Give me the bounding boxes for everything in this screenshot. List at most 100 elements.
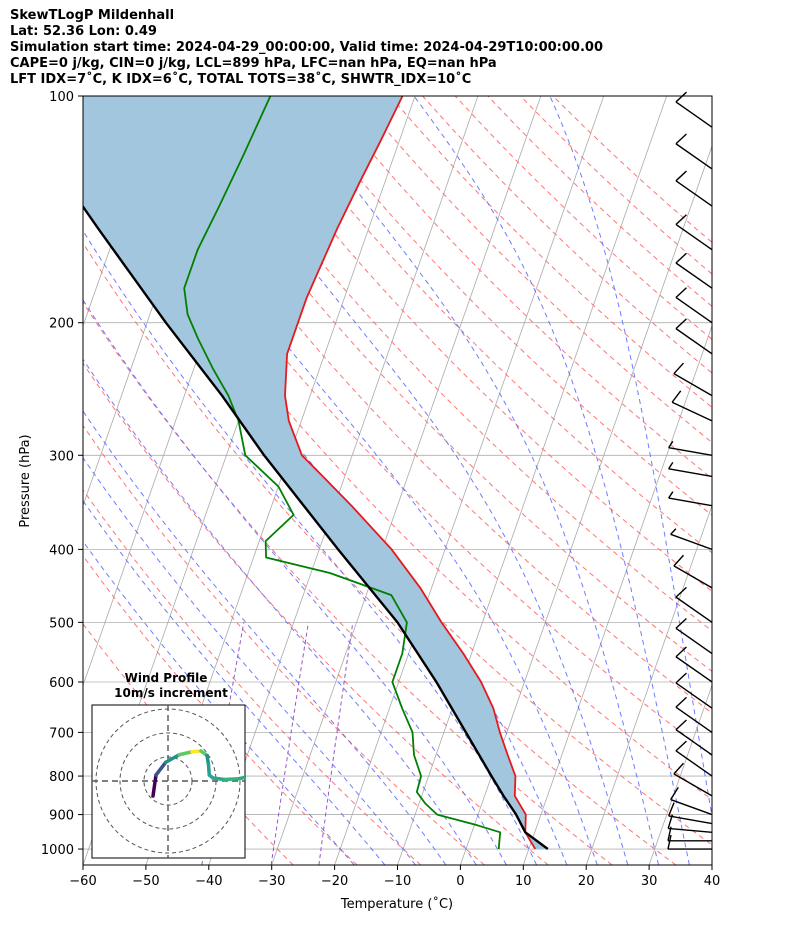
isotherm: [397, 96, 668, 865]
isotherm: [460, 144, 712, 865]
header-text-block: SkewTLogP Mildenhall Lat: 52.36 Lon: 0.4…: [10, 8, 603, 88]
wind-barb: [675, 91, 713, 128]
hodograph-segment: [211, 776, 226, 782]
dry-adiabat: [291, 96, 712, 516]
y-tick-label: 800: [49, 770, 74, 785]
wind-barb: [670, 787, 713, 816]
wind-barb: [668, 802, 713, 825]
wind-barb: [675, 618, 713, 655]
wind-barb: [675, 318, 713, 355]
dry-adiabat: [357, 96, 712, 444]
wind-barb: [673, 554, 713, 589]
moist-adiabat: [83, 540, 355, 865]
x-tick-label: 20: [578, 874, 595, 889]
cape-cin-levels: CAPE=0 j/kg, CIN=0 j/kg, LCL=899 hPa, LF…: [10, 56, 497, 71]
moist-adiabat: [413, 96, 690, 865]
moist-adiabat: [83, 410, 447, 865]
moist-adiabat: [283, 96, 660, 865]
wind-barb: [675, 214, 713, 251]
dewpoint-line: [183, 96, 502, 850]
cin-shading: [83, 96, 548, 849]
wind-barb: [667, 834, 712, 850]
wind-barb: [668, 491, 713, 507]
moist-adiabat: [110, 96, 598, 865]
simulation-times: Simulation start time: 2024-04-29_00:00:…: [10, 40, 603, 55]
isotherm: [208, 96, 479, 865]
wind-barb: [670, 528, 713, 551]
hodograph-segment: [222, 777, 241, 782]
hodograph-segment: [151, 773, 158, 798]
x-tick-label: −10: [384, 874, 411, 889]
dry-adiabat: [389, 96, 712, 409]
moist-adiabat: [83, 499, 386, 865]
wind-barb: [675, 170, 713, 207]
x-tick-label: −50: [132, 874, 159, 889]
moist-adiabat: [549, 96, 712, 820]
temperature-line: [284, 96, 536, 850]
wind-barb: [675, 719, 713, 756]
dry-adiabat: [96, 96, 712, 757]
isotherm: [585, 504, 712, 865]
station-title: SkewTLogP Mildenhall: [10, 8, 175, 23]
wind-barb: [668, 462, 713, 478]
isotherm: [271, 96, 542, 865]
y-tick-label: 900: [49, 809, 74, 824]
wind-barb: [675, 287, 713, 324]
x-tick-label: 30: [641, 874, 658, 889]
hodograph: [92, 705, 245, 858]
hodograph-segment: [164, 753, 181, 764]
hodograph-segment: [154, 760, 168, 777]
y-tick-label: 500: [49, 616, 74, 631]
x-tick-label: −30: [258, 874, 285, 889]
wind-barb: [675, 586, 713, 623]
x-tick-label: 10: [515, 874, 532, 889]
dry-adiabat: [259, 96, 712, 554]
dry-adiabat: [520, 96, 712, 275]
cape-cin-fill-layer: [83, 96, 548, 849]
wind-barb: [675, 696, 713, 733]
wind-barb: [675, 646, 713, 683]
wind-barb: [675, 252, 713, 289]
y-tick-label: 300: [49, 449, 74, 464]
y-tick-label: 400: [49, 543, 74, 558]
y-tick-label: 200: [49, 317, 74, 332]
dry-adiabat: [83, 301, 613, 865]
wind-profile-inset: Wind Profile 10m/s increment: [91, 671, 246, 859]
moist-adiabat: [83, 358, 477, 865]
mixing-ratio-line: [318, 622, 354, 865]
profile-lines: [83, 96, 549, 850]
hodograph-segment: [206, 762, 211, 777]
y-tick-label: 1000: [41, 843, 74, 858]
x-tick-label: 0: [456, 874, 464, 889]
isotherm: [334, 96, 605, 865]
mixing-ratio-line: [270, 622, 309, 865]
moist-adiabat: [185, 96, 629, 865]
inset-title: Wind Profile: [125, 671, 208, 685]
station-coordinates: Lat: 52.36 Lon: 0.49: [10, 24, 157, 39]
dry-adiabat: [487, 96, 712, 307]
wind-barbs: [667, 91, 713, 850]
y-tick-label: 100: [49, 90, 74, 105]
x-tick-label: −40: [195, 874, 222, 889]
x-tick-label: 40: [704, 874, 721, 889]
parcel-path-line: [83, 204, 549, 850]
wind-barb: [671, 390, 713, 422]
isotherm: [522, 324, 712, 865]
x-axis-label: Temperature (˚C): [340, 896, 453, 912]
wind-barb: [673, 362, 713, 397]
dry-adiabat: [226, 96, 712, 592]
dry-adiabat: [324, 96, 712, 480]
stability-indices: LFT IDX=7˚C, K IDX=6˚C, TOTAL TOTS=38˚C,…: [10, 72, 472, 87]
x-tick-label: −60: [69, 874, 96, 889]
hodograph-segment: [237, 775, 245, 781]
wind-barb: [675, 133, 713, 170]
dry-adiabat: [83, 555, 358, 865]
isotherm: [711, 863, 712, 865]
isotherm: [648, 684, 712, 865]
wind-barb: [668, 440, 713, 456]
dry-adiabat: [83, 362, 549, 865]
axes: −60 −50 −40 −30 −20 −10 0 10 20 30 40 100 200 300 400 5…: [41, 90, 720, 889]
dry-adiabat: [194, 96, 712, 632]
wind-barb: [675, 740, 713, 777]
